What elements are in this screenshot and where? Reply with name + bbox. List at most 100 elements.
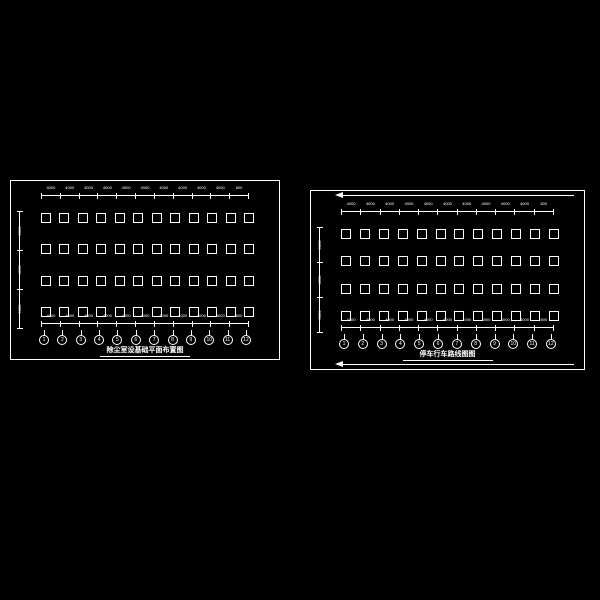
foundation-pad: [78, 213, 88, 223]
dimension-segment: 4000: [155, 321, 174, 327]
route-arrow-top: [341, 195, 574, 196]
foundation-pad: [473, 229, 483, 239]
foundation-pad: [473, 256, 483, 266]
foundation-pad: [436, 256, 446, 266]
dimension-value: 4500: [17, 266, 22, 275]
foundation-pad: [549, 256, 559, 266]
dimension-value: 4000: [347, 201, 356, 206]
dimension-value: 4000: [141, 313, 150, 318]
dimension-segment: 4000: [41, 193, 61, 199]
axis-label-circle: 4: [94, 335, 104, 345]
foundation-pad: [379, 284, 389, 294]
top-dimension-line: 4000400040004000400040004000400040004000…: [341, 211, 554, 223]
dimension-segment: 5050: [317, 227, 323, 263]
dimension-value: 5050: [317, 241, 322, 250]
foundation-pad: [379, 229, 389, 239]
axis-label-circle: 3: [76, 335, 86, 345]
foundation-pad: [417, 229, 427, 239]
dimension-value: 4000: [424, 317, 433, 322]
dimension-segment: 5050: [17, 211, 23, 251]
axis-label-circle: 8: [168, 335, 178, 345]
axis-label-circle: 3: [377, 339, 387, 349]
axis-label-circle: 4: [395, 339, 405, 349]
foundation-pad: [398, 284, 408, 294]
traffic-route-drawing: 4000400040004000400040004000400040004000…: [310, 190, 585, 370]
dimension-segment: 4000: [193, 193, 212, 199]
foundation-pad: [360, 284, 370, 294]
dimension-segment: 4000: [341, 209, 361, 215]
foundation-pad: [59, 213, 69, 223]
dimension-segment: 4000: [211, 193, 230, 199]
dimension-value: 4000: [347, 317, 356, 322]
foundation-pad: [59, 244, 69, 254]
foundation-pad: [133, 213, 143, 223]
foundation-pad: [530, 256, 540, 266]
dimension-value: 4000: [385, 201, 394, 206]
foundation-pad: [207, 244, 217, 254]
dimension-segment: 4000: [477, 325, 496, 331]
dimension-segment: 4000: [381, 325, 400, 331]
axis-label-circle: 7: [452, 339, 462, 349]
drawing-title: 停车行车路线图图: [311, 349, 584, 361]
dimension-value: 4000: [462, 201, 471, 206]
dimension-value: 600: [236, 313, 243, 318]
foundation-pad: [549, 284, 559, 294]
axis-label-circle: 9: [490, 339, 500, 349]
dimension-segment: 4000: [61, 321, 80, 327]
axis-label-circle: 11: [223, 335, 233, 345]
foundation-pad: [226, 213, 236, 223]
dimension-segment: 4000: [419, 325, 438, 331]
dimension-segment: 600: [535, 325, 554, 331]
axis-label-circle: 5: [414, 339, 424, 349]
axis-label-circle: 5: [112, 335, 122, 345]
dimension-segment: 4000: [98, 193, 117, 199]
foundation-pad: [398, 256, 408, 266]
foundation-row: [341, 284, 559, 294]
dimension-value: 5050: [17, 227, 22, 236]
foundation-pad: [454, 256, 464, 266]
dimension-segment: 4000: [477, 209, 496, 215]
dimension-value: 4000: [404, 317, 413, 322]
foundation-pad: [96, 276, 106, 286]
foundation-pad: [152, 213, 162, 223]
dimension-value: 4000: [404, 201, 413, 206]
foundation-pad: [41, 213, 51, 223]
foundation-pad: [207, 213, 217, 223]
dimension-segment: 4000: [400, 325, 419, 331]
dimension-value: 4000: [366, 317, 375, 322]
dimension-segment: 4500: [317, 263, 323, 298]
foundation-pad: [360, 229, 370, 239]
left-dimension-line: 5050 4500 5050: [19, 211, 29, 329]
foundation-pad: [530, 229, 540, 239]
bottom-dimension-line: 4000400040004000400040004000400040004000…: [341, 327, 554, 335]
foundation-pad: [244, 276, 254, 286]
route-arrow-bottom: [341, 364, 574, 365]
dimension-value: 4000: [141, 185, 150, 190]
dimension-segment: 4000: [361, 325, 380, 331]
foundation-grid: [41, 213, 254, 317]
dimension-segment: 4000: [136, 321, 155, 327]
foundation-pad: [398, 229, 408, 239]
foundation-row: [341, 256, 559, 266]
dimension-value: 4000: [103, 313, 112, 318]
foundation-pad: [492, 256, 502, 266]
foundation-pad: [436, 284, 446, 294]
dimension-value: 4000: [501, 201, 510, 206]
dimension-value: 600: [540, 317, 547, 322]
foundation-pad: [96, 213, 106, 223]
dimension-value: 4000: [159, 185, 168, 190]
dimension-segment: 4000: [515, 209, 534, 215]
foundation-pad: [170, 213, 180, 223]
dimension-segment: 4000: [496, 209, 515, 215]
dimension-segment: 4000: [515, 325, 534, 331]
axis-label-circle: 12: [546, 339, 556, 349]
dimension-segment: 600: [535, 209, 554, 215]
dimension-value: 5050: [17, 305, 22, 314]
dimension-segment: 4000: [193, 321, 212, 327]
dimension-segment: 4000: [361, 209, 380, 215]
dimension-value: 4000: [462, 317, 471, 322]
foundation-pad: [170, 244, 180, 254]
foundation-pad: [473, 284, 483, 294]
foundation-pad: [207, 276, 217, 286]
dimension-value: 4000: [424, 201, 433, 206]
